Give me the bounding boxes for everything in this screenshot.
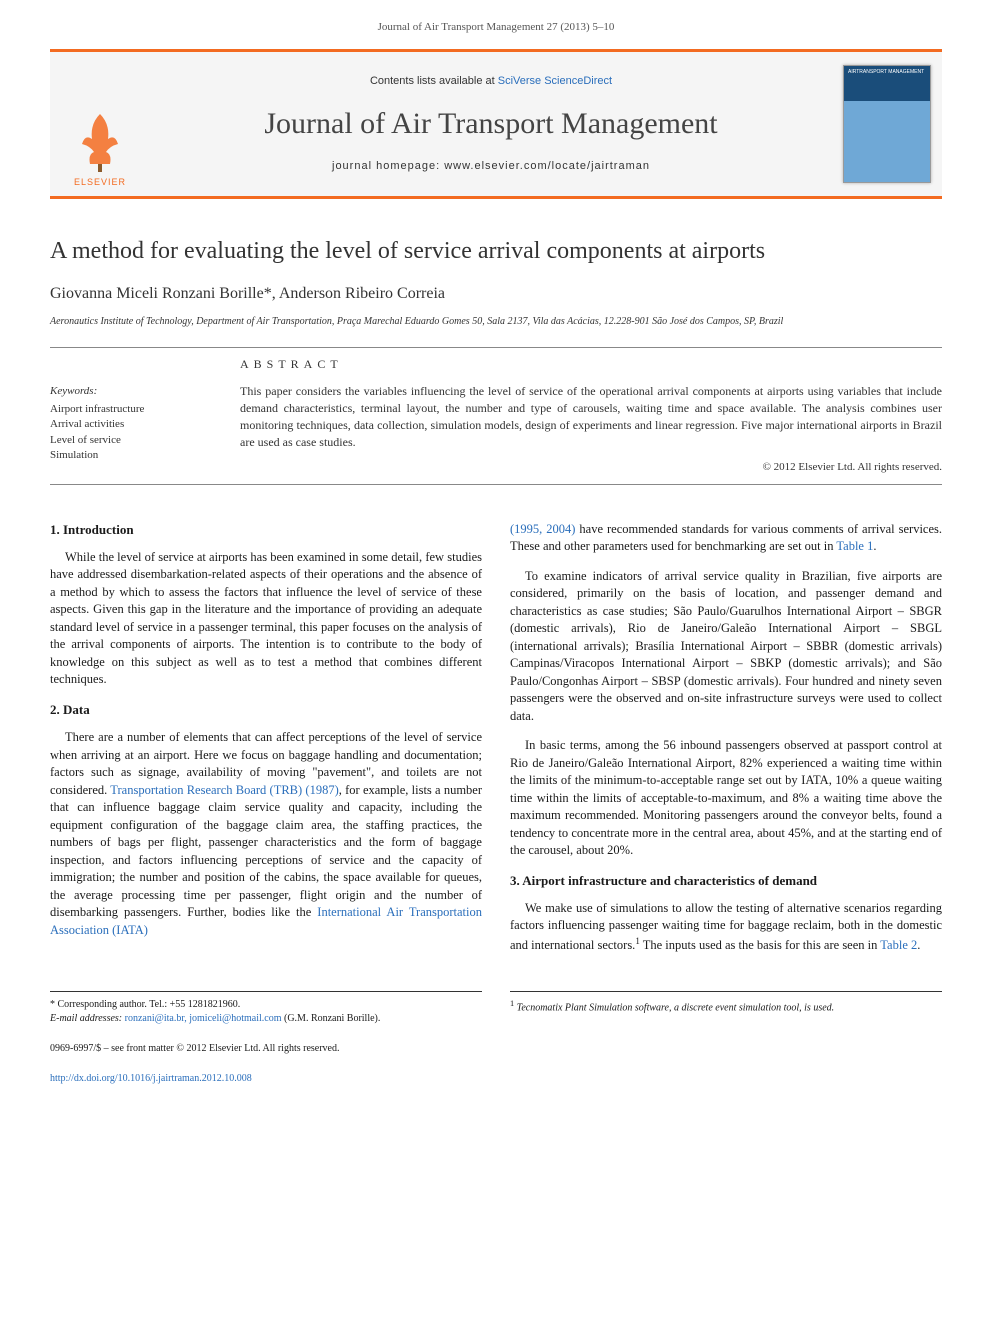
footer: * Corresponding author. Tel.: +55 128182… [50,991,942,1086]
keywords-heading: Keywords: [50,384,210,399]
footer-right: 1 Tecnomatix Plant Simulation software, … [510,991,942,1086]
footer-left: * Corresponding author. Tel.: +55 128182… [50,991,482,1086]
keyword: Arrival activities [50,417,210,432]
left-column: 1. Introduction While the level of servi… [50,521,482,967]
running-header: Journal of Air Transport Management 27 (… [50,20,942,35]
abstract-text: This paper considers the variables influ… [240,383,942,450]
paragraph: In basic terms, among the 56 inbound pas… [510,737,942,860]
footnote-mark: 1 [510,999,514,1008]
email-line: E-mail addresses: ronzani@ita.br, jomice… [50,1012,482,1026]
doi-link[interactable]: http://dx.doi.org/10.1016/j.jairtraman.2… [50,1073,252,1084]
body-columns: 1. Introduction While the level of servi… [50,521,942,967]
keyword: Simulation [50,448,210,463]
paragraph: To examine indicators of arrival service… [510,568,942,726]
keywords-column: Keywords: Airport infrastructure Arrival… [50,356,210,475]
contents-line: Contents lists available at SciVerse Sci… [150,74,832,89]
keyword: Level of service [50,433,210,448]
banner-right: AIRTRANSPORT MANAGEMENT [832,52,942,196]
email-author: (G.M. Ronzani Borille). [282,1013,381,1024]
divider [50,347,942,348]
text-run: The inputs used as the basis for this ar… [640,938,880,952]
footnote-1: 1 Tecnomatix Plant Simulation software, … [510,998,942,1015]
paragraph: (1995, 2004) have recommended standards … [510,521,942,556]
citation-link[interactable]: (1995, 2004) [510,522,575,536]
citation-link[interactable]: Transportation Research Board (TRB) (198… [110,783,338,797]
right-column: (1995, 2004) have recommended standards … [510,521,942,967]
abstract-heading: ABSTRACT [240,356,942,373]
paragraph: We make use of simulations to allow the … [510,900,942,955]
text-run: have recommended standards for various c… [510,522,942,554]
text-run: . [917,938,920,952]
cover-title: AIRTRANSPORT MANAGEMENT [848,70,926,76]
banner-center: Contents lists available at SciVerse Sci… [150,52,832,196]
journal-banner: ELSEVIER Contents lists available at Sci… [50,49,942,199]
article-title: A method for evaluating the level of ser… [50,235,942,269]
section-2-heading: 2. Data [50,701,482,719]
contents-prefix: Contents lists available at [370,75,498,87]
paragraph: While the level of service at airports h… [50,549,482,689]
authors: Giovanna Miceli Ronzani Borille*, Anders… [50,283,942,305]
keyword: Airport infrastructure [50,402,210,417]
homepage-line: journal homepage: www.elsevier.com/locat… [150,159,832,174]
text-run: . [873,539,876,553]
homepage-prefix: journal homepage: [332,160,444,172]
text-run: , for example, lists a number that can i… [50,783,482,920]
homepage-url[interactable]: www.elsevier.com/locate/jairtraman [444,160,650,172]
email-link[interactable]: ronzani@ita.br, jomiceli@hotmail.com [125,1013,282,1024]
email-label: E-mail addresses: [50,1013,125,1024]
table-link[interactable]: Table 2 [880,938,917,952]
table-link[interactable]: Table 1 [836,539,873,553]
section-1-heading: 1. Introduction [50,521,482,539]
sciencedirect-link[interactable]: SciVerse ScienceDirect [498,75,612,87]
section-3-heading: 3. Airport infrastructure and characteri… [510,872,942,890]
abstract-column: ABSTRACT This paper considers the variab… [240,356,942,475]
divider [50,484,942,485]
issn-line: 0969-6997/$ – see front matter © 2012 El… [50,1042,482,1056]
journal-name: Journal of Air Transport Management [150,103,832,145]
doi-line: http://dx.doi.org/10.1016/j.jairtraman.2… [50,1072,482,1086]
paragraph: There are a number of elements that can … [50,729,482,939]
affiliation: Aeronautics Institute of Technology, Dep… [50,315,942,329]
page: Journal of Air Transport Management 27 (… [0,0,992,1116]
copyright-line: © 2012 Elsevier Ltd. All rights reserved… [240,460,942,475]
footnote-text: Tecnomatix Plant Simulation software, a … [517,1002,834,1013]
corresponding-author: * Corresponding author. Tel.: +55 128182… [50,998,482,1012]
journal-cover-thumb: AIRTRANSPORT MANAGEMENT [843,65,931,183]
elsevier-tree-icon [70,104,130,174]
publisher-logo-block: ELSEVIER [50,52,150,196]
publisher-name-label: ELSEVIER [74,176,126,189]
abstract-block: Keywords: Airport infrastructure Arrival… [50,356,942,475]
